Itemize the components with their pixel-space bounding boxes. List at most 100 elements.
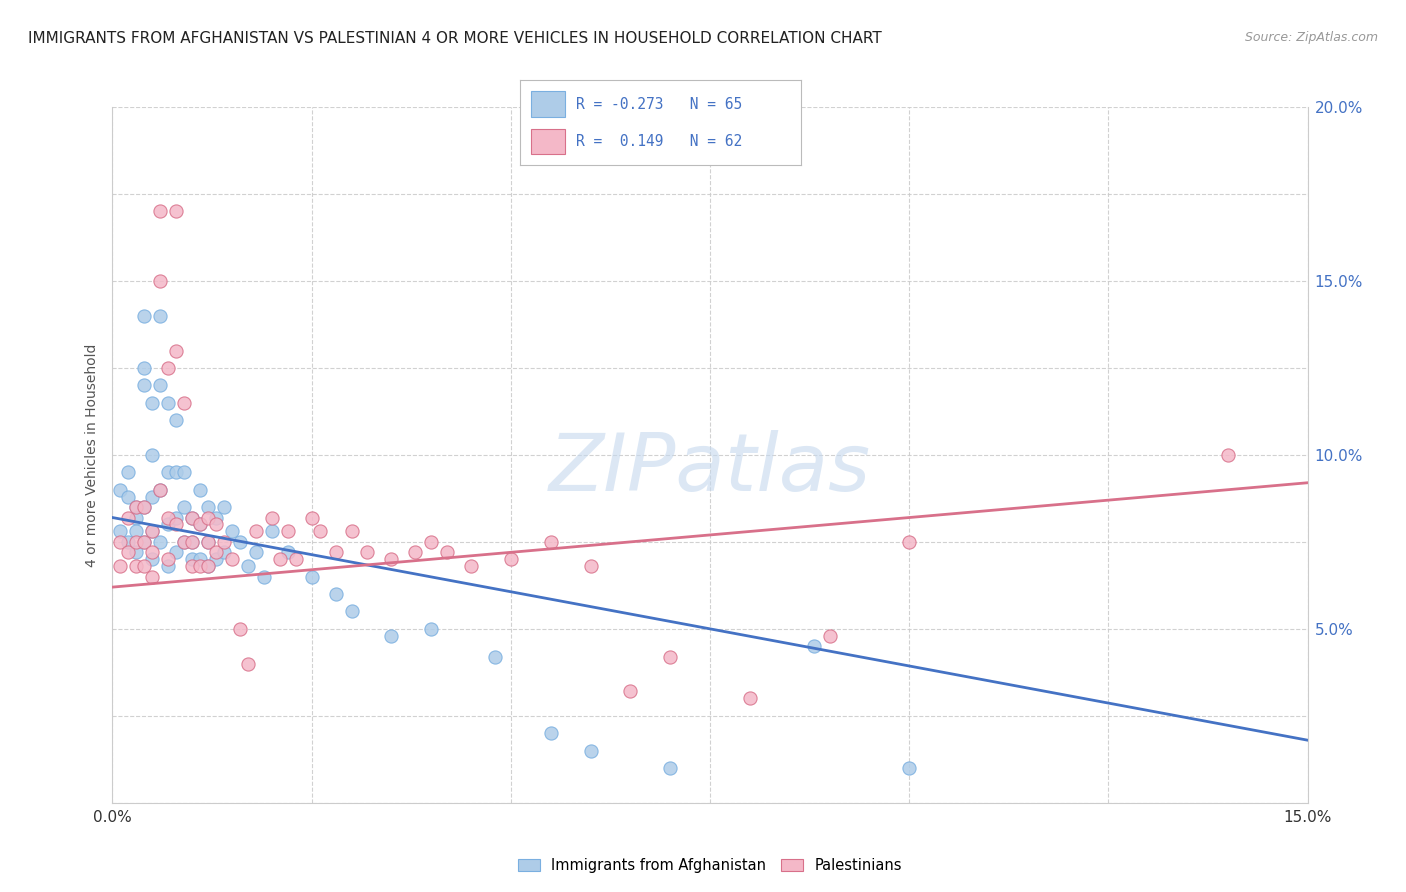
- Point: [134, 534, 156, 549]
- Point: [125, 559, 148, 574]
- Point: [141, 490, 163, 504]
- Point: [212, 500, 235, 514]
- Point: [134, 559, 156, 574]
- Y-axis label: 4 or more Vehicles in Household: 4 or more Vehicles in Household: [86, 343, 100, 566]
- Point: [149, 483, 172, 497]
- Point: [157, 466, 180, 480]
- Point: [117, 466, 139, 480]
- Text: R =  0.149   N = 62: R = 0.149 N = 62: [576, 134, 742, 149]
- Point: [110, 534, 132, 549]
- Point: [149, 274, 172, 288]
- Point: [803, 639, 825, 653]
- Point: [325, 545, 347, 559]
- Point: [253, 570, 276, 584]
- Point: [245, 545, 267, 559]
- Point: [540, 726, 562, 740]
- Point: [301, 570, 323, 584]
- Point: [197, 559, 219, 574]
- Point: [141, 448, 163, 462]
- Point: [205, 552, 228, 566]
- Point: [197, 500, 219, 514]
- Point: [125, 510, 148, 524]
- Point: [197, 510, 219, 524]
- Point: [229, 534, 252, 549]
- Point: [181, 534, 204, 549]
- Point: [149, 204, 172, 219]
- Point: [659, 761, 682, 775]
- Point: [260, 510, 283, 524]
- Point: [260, 524, 283, 539]
- Point: [157, 517, 180, 532]
- Point: [141, 524, 163, 539]
- Bar: [531, 91, 565, 117]
- Point: [157, 552, 180, 566]
- Point: [188, 517, 211, 532]
- Point: [404, 545, 426, 559]
- Point: [340, 605, 363, 619]
- Point: [165, 517, 187, 532]
- Point: [380, 629, 402, 643]
- Point: [173, 500, 195, 514]
- Point: [277, 524, 299, 539]
- Point: [181, 534, 204, 549]
- Point: [141, 396, 163, 410]
- Point: [356, 545, 378, 559]
- Point: [188, 517, 211, 532]
- Point: [149, 378, 172, 392]
- Point: [165, 204, 187, 219]
- Point: [134, 500, 156, 514]
- Point: [197, 534, 219, 549]
- Point: [205, 545, 228, 559]
- Point: [181, 552, 204, 566]
- Point: [141, 552, 163, 566]
- Point: [898, 761, 921, 775]
- Point: [420, 622, 443, 636]
- Point: [165, 510, 187, 524]
- Point: [181, 559, 204, 574]
- Point: [188, 552, 211, 566]
- Point: [141, 545, 163, 559]
- Point: [269, 552, 291, 566]
- Point: [125, 545, 148, 559]
- Point: [134, 378, 156, 392]
- Point: [229, 622, 252, 636]
- Point: [173, 534, 195, 549]
- Point: [301, 510, 323, 524]
- Point: [619, 684, 641, 698]
- Point: [149, 483, 172, 497]
- Point: [284, 552, 307, 566]
- Point: [325, 587, 347, 601]
- Point: [117, 510, 139, 524]
- Point: [277, 545, 299, 559]
- Point: [205, 510, 228, 524]
- Legend: Immigrants from Afghanistan, Palestinians: Immigrants from Afghanistan, Palestinian…: [512, 853, 908, 879]
- Point: [157, 559, 180, 574]
- Point: [165, 466, 187, 480]
- Point: [173, 534, 195, 549]
- Point: [420, 534, 443, 549]
- Point: [134, 360, 156, 375]
- Point: [659, 649, 682, 664]
- Point: [117, 490, 139, 504]
- Point: [245, 524, 267, 539]
- Point: [125, 534, 148, 549]
- Point: [540, 534, 562, 549]
- Point: [117, 534, 139, 549]
- Point: [117, 545, 139, 559]
- Point: [149, 309, 172, 323]
- Point: [141, 524, 163, 539]
- Point: [173, 396, 195, 410]
- Point: [579, 744, 602, 758]
- Point: [898, 534, 921, 549]
- Point: [125, 500, 148, 514]
- Point: [157, 510, 180, 524]
- Point: [173, 466, 195, 480]
- Point: [197, 534, 219, 549]
- Point: [380, 552, 402, 566]
- Point: [738, 691, 761, 706]
- Point: [188, 483, 211, 497]
- Bar: [531, 128, 565, 154]
- Point: [110, 559, 132, 574]
- Point: [340, 524, 363, 539]
- Text: R = -0.273   N = 65: R = -0.273 N = 65: [576, 96, 742, 112]
